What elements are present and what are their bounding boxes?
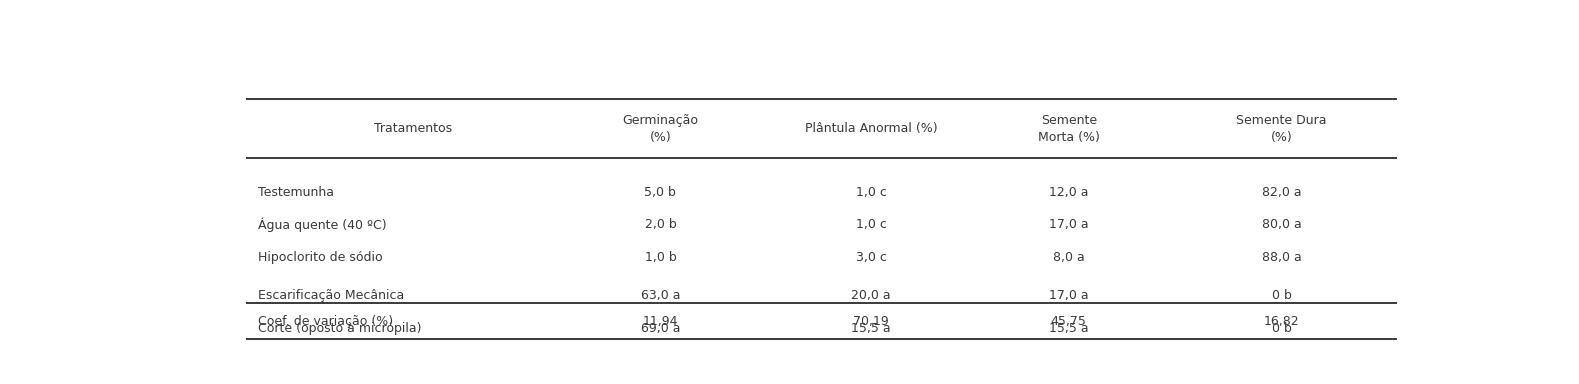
- Text: 3,0 c: 3,0 c: [856, 251, 886, 264]
- Text: Hipoclorito de sódio: Hipoclorito de sódio: [257, 251, 382, 264]
- Text: 1,0 c: 1,0 c: [856, 218, 886, 232]
- Text: Tratamentos: Tratamentos: [374, 122, 452, 136]
- Text: 12,0 a: 12,0 a: [1048, 186, 1088, 199]
- Text: Semente Dura
(%): Semente Dura (%): [1236, 114, 1326, 144]
- Text: 88,0 a: 88,0 a: [1262, 251, 1301, 264]
- Text: 8,0 a: 8,0 a: [1053, 251, 1085, 264]
- Text: 45,75: 45,75: [1052, 314, 1086, 328]
- Text: 1,0 b: 1,0 b: [644, 251, 676, 264]
- Text: 80,0 a: 80,0 a: [1262, 218, 1301, 232]
- Text: 82,0 a: 82,0 a: [1262, 186, 1301, 199]
- Text: 15,5 a: 15,5 a: [851, 322, 891, 335]
- Text: Testemunha: Testemunha: [257, 186, 333, 199]
- Text: 5,0 b: 5,0 b: [644, 186, 676, 199]
- Text: 70,19: 70,19: [853, 314, 889, 328]
- Text: 11,94: 11,94: [643, 314, 679, 328]
- Text: Germinação
(%): Germinação (%): [622, 114, 698, 144]
- Text: 17,0 a: 17,0 a: [1048, 218, 1088, 232]
- Text: 2,0 b: 2,0 b: [644, 218, 676, 232]
- Text: 15,5 a: 15,5 a: [1048, 322, 1088, 335]
- Text: 0 b: 0 b: [1271, 322, 1292, 335]
- Text: 63,0 a: 63,0 a: [641, 290, 681, 303]
- Text: Água quente (40 ºC): Água quente (40 ºC): [257, 218, 387, 232]
- Text: 20,0 a: 20,0 a: [851, 290, 891, 303]
- Text: Escarificação Mecânica: Escarificação Mecânica: [257, 290, 404, 303]
- Text: Corte (oposto à micrópila): Corte (oposto à micrópila): [257, 322, 422, 335]
- Text: 1,0 c: 1,0 c: [856, 186, 886, 199]
- Text: 69,0 a: 69,0 a: [641, 322, 681, 335]
- Text: Plântula Anormal (%): Plântula Anormal (%): [805, 122, 938, 136]
- Text: Coef. de variação (%): Coef. de variação (%): [257, 314, 393, 328]
- Text: 0 b: 0 b: [1271, 290, 1292, 303]
- Text: Semente
Morta (%): Semente Morta (%): [1037, 114, 1099, 144]
- Text: 16,82: 16,82: [1263, 314, 1300, 328]
- Text: 17,0 a: 17,0 a: [1048, 290, 1088, 303]
